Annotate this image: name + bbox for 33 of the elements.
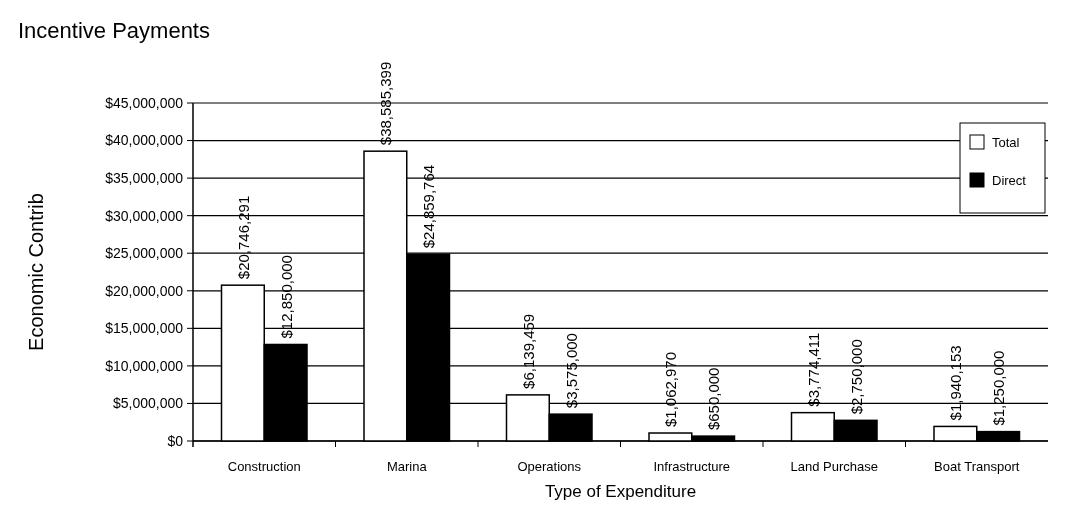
x-axis-title: Type of Expenditure [544,482,697,501]
y-tick-label: $40,000,000 [105,132,184,149]
x-tick-label: Infrastructure [653,459,731,474]
x-tick-label: Operations [517,459,582,474]
y-tick-label: $35,000,000 [105,170,184,187]
legend-label: Total [992,135,1020,150]
y-tick-label: $5,000,000 [112,395,184,412]
y-tick-label: $45,000,000 [105,94,184,111]
y-tick-label: $0 [167,432,184,449]
y-tick-label: $15,000,000 [105,320,184,337]
x-tick-label: Marina [386,459,428,474]
x-tick-label: Construction [227,459,301,474]
data-label: $3,774,411 [804,332,822,407]
x-tick-label: Boat Transport [934,459,1020,474]
data-label: $3,575,000 [562,333,580,409]
data-label: $12,850,000 [277,255,295,339]
data-label: $1,250,000 [990,350,1008,426]
data-label: $24,859,764 [420,164,438,249]
data-label: $38,585,399 [377,61,395,146]
data-label: $2,750,000 [847,339,865,415]
x-tick-label: Land Purchase [790,459,878,474]
y-tick-label: $30,000,000 [105,207,184,224]
y-tick-label: $25,000,000 [105,245,184,262]
data-label: $650,000 [705,367,723,431]
data-label: $20,746,291 [234,195,252,280]
y-tick-label: $20,000,000 [105,282,184,299]
data-label: $1,062,970 [662,351,680,428]
y-tick-label: $10,000,000 [105,357,184,374]
legend-label: Direct [992,173,1027,188]
data-label: $6,139,459 [519,313,537,389]
chart-title: Incentive Payments [18,18,210,43]
data-label: $1,940,153 [947,345,965,421]
y-axis-title: Economic Contrib [25,193,47,351]
